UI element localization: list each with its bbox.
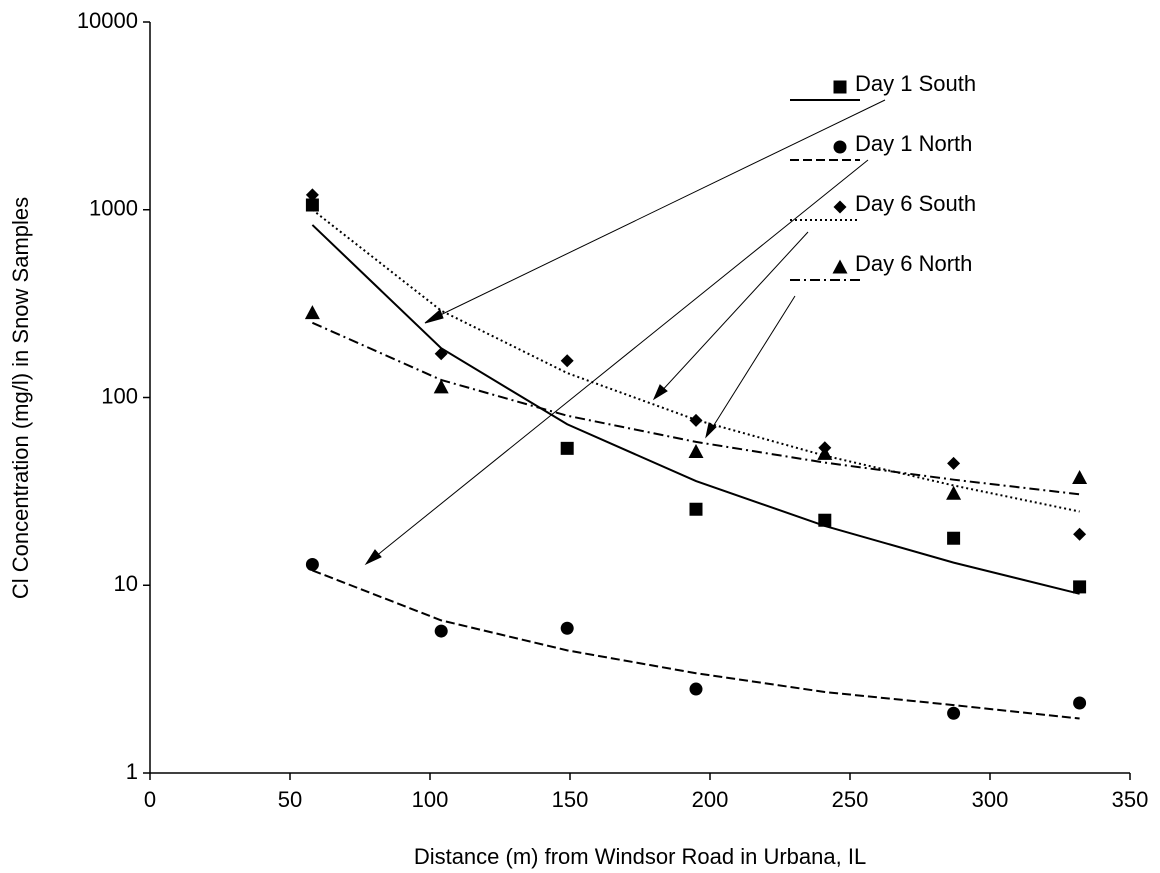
x-tick-label: 300 xyxy=(972,787,1009,812)
marker xyxy=(946,485,962,500)
x-tick-label: 100 xyxy=(412,787,449,812)
x-tick-label: 250 xyxy=(832,787,869,812)
marker xyxy=(689,502,703,516)
marker xyxy=(688,443,704,458)
y-tick-label: 10000 xyxy=(77,8,138,33)
y-tick-label: 100 xyxy=(101,383,138,408)
legend-label: Day 6 North xyxy=(855,251,972,276)
marker xyxy=(1073,580,1087,594)
marker xyxy=(305,557,319,571)
x-tick-label: 350 xyxy=(1112,787,1149,812)
marker xyxy=(817,445,833,460)
x-tick-label: 200 xyxy=(692,787,729,812)
marker xyxy=(560,354,574,368)
x-axis-label: Distance (m) from Windsor Road in Urbana… xyxy=(414,844,866,869)
marker xyxy=(689,413,703,427)
trendline xyxy=(311,224,1080,595)
marker xyxy=(833,140,847,154)
arrowhead xyxy=(364,549,382,566)
marker xyxy=(832,259,848,274)
y-tick-label: 1 xyxy=(126,759,138,784)
marker xyxy=(560,441,574,455)
marker xyxy=(305,188,319,202)
y-tick-label: 10 xyxy=(114,571,138,596)
arrowhead xyxy=(705,422,717,439)
trendline xyxy=(311,321,1080,496)
marker xyxy=(560,621,574,635)
x-tick-label: 150 xyxy=(552,787,589,812)
arrow xyxy=(369,159,869,562)
marker xyxy=(1073,527,1087,541)
marker xyxy=(833,80,847,94)
trendline xyxy=(312,569,1080,720)
arrowhead xyxy=(424,309,444,324)
marker xyxy=(689,682,703,696)
arrow xyxy=(429,99,886,321)
x-tick-label: 0 xyxy=(144,787,156,812)
marker xyxy=(1072,469,1088,484)
marker xyxy=(947,456,961,470)
marker xyxy=(434,624,448,638)
marker xyxy=(304,305,320,320)
legend-arrows xyxy=(364,99,886,566)
marker xyxy=(1073,696,1087,710)
x-tick-label: 50 xyxy=(278,787,302,812)
y-axis-label: Cl Concentration (mg/l) in Snow Samples xyxy=(8,197,33,599)
marker xyxy=(947,531,961,545)
legend-label: Day 1 North xyxy=(855,131,972,156)
arrow xyxy=(657,231,809,396)
marker xyxy=(833,200,847,214)
legend-label: Day 1 South xyxy=(855,71,976,96)
legend-label: Day 6 South xyxy=(855,191,976,216)
marker xyxy=(434,347,448,361)
marker xyxy=(947,706,961,720)
marker xyxy=(305,198,319,212)
marker xyxy=(818,513,832,527)
arrow xyxy=(708,295,796,434)
arrowhead xyxy=(652,384,668,401)
marker xyxy=(433,379,449,394)
y-tick-label: 1000 xyxy=(89,196,138,221)
